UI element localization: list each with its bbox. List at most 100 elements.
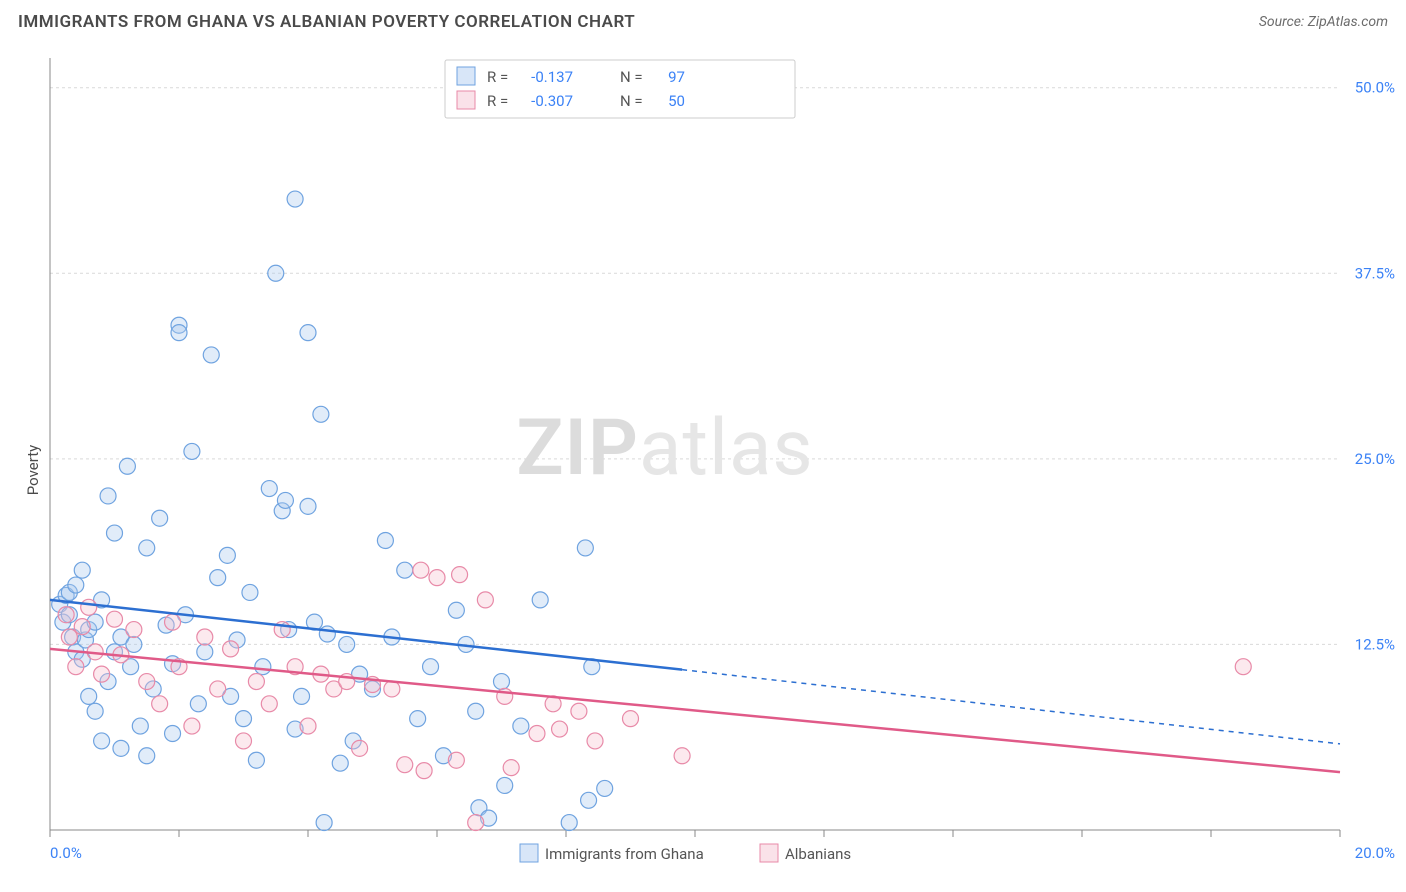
scatter-point bbox=[429, 570, 445, 586]
legend-n-value: 50 bbox=[668, 92, 685, 110]
watermark: ZIPatlas bbox=[516, 403, 813, 494]
scatter-point bbox=[152, 696, 168, 712]
scatter-point bbox=[413, 562, 429, 578]
scatter-point bbox=[513, 718, 529, 734]
legend-label-a: Immigrants from Ghana bbox=[545, 845, 704, 863]
scatter-point bbox=[581, 792, 597, 808]
scatter-point bbox=[68, 577, 84, 593]
scatter-point bbox=[339, 636, 355, 652]
legend-swatch bbox=[760, 844, 778, 862]
scatter-point bbox=[468, 703, 484, 719]
chart-container: Poverty 12.5%25.0%37.5%50.0%ZIPatlas0.0%… bbox=[0, 48, 1406, 892]
scatter-point bbox=[107, 525, 123, 541]
scatter-point bbox=[529, 726, 545, 742]
scatter-point bbox=[497, 777, 513, 793]
scatter-point bbox=[219, 547, 235, 563]
legend-swatch bbox=[457, 91, 475, 109]
scatter-point bbox=[397, 757, 413, 773]
scatter-point bbox=[287, 191, 303, 207]
scatter-point bbox=[597, 780, 613, 796]
scatter-point bbox=[423, 659, 439, 675]
scatter-point bbox=[94, 733, 110, 749]
scatter-point bbox=[332, 755, 348, 771]
scatter-point bbox=[210, 570, 226, 586]
legend-swatch bbox=[520, 844, 538, 862]
scatter-point bbox=[139, 674, 155, 690]
scatter-point bbox=[100, 488, 116, 504]
scatter-point bbox=[261, 696, 277, 712]
scatter-point bbox=[58, 607, 74, 623]
scatter-point bbox=[190, 696, 206, 712]
legend-swatch bbox=[457, 67, 475, 85]
y-tick-label: 50.0% bbox=[1355, 79, 1395, 97]
scatter-point bbox=[410, 711, 426, 727]
scatter-point bbox=[552, 721, 568, 737]
page-title: IMMIGRANTS FROM GHANA VS ALBANIAN POVERT… bbox=[18, 12, 635, 32]
legend-n-value: 97 bbox=[668, 68, 685, 86]
scatter-point bbox=[248, 674, 264, 690]
scatter-point bbox=[203, 347, 219, 363]
source-attribution: Source: ZipAtlas.com bbox=[1259, 14, 1388, 30]
scatter-point bbox=[416, 763, 432, 779]
scatter-chart: 12.5%25.0%37.5%50.0%ZIPatlas0.0%20.0%R =… bbox=[0, 48, 1406, 892]
scatter-point bbox=[74, 619, 90, 635]
scatter-point bbox=[171, 325, 187, 341]
y-tick-label: 25.0% bbox=[1355, 450, 1395, 468]
trend-line-a-ext bbox=[682, 670, 1340, 744]
x-tick-label: 0.0% bbox=[50, 844, 82, 862]
scatter-point bbox=[294, 688, 310, 704]
legend-r-label: R = bbox=[487, 68, 508, 86]
scatter-point bbox=[268, 265, 284, 281]
scatter-point bbox=[532, 592, 548, 608]
scatter-point bbox=[587, 733, 603, 749]
scatter-point bbox=[107, 611, 123, 627]
trend-line-a bbox=[50, 600, 682, 670]
scatter-point bbox=[313, 406, 329, 422]
scatter-point bbox=[74, 562, 90, 578]
scatter-point bbox=[384, 681, 400, 697]
scatter-point bbox=[197, 629, 213, 645]
scatter-point bbox=[139, 540, 155, 556]
scatter-point bbox=[236, 733, 252, 749]
scatter-point bbox=[300, 325, 316, 341]
scatter-point bbox=[277, 492, 293, 508]
scatter-point bbox=[255, 659, 271, 675]
scatter-point bbox=[223, 641, 239, 657]
scatter-point bbox=[503, 760, 519, 776]
scatter-point bbox=[248, 752, 264, 768]
scatter-point bbox=[165, 614, 181, 630]
scatter-point bbox=[81, 599, 97, 615]
scatter-point bbox=[87, 703, 103, 719]
scatter-point bbox=[300, 498, 316, 514]
scatter-point bbox=[561, 815, 577, 831]
scatter-point bbox=[242, 584, 258, 600]
scatter-point bbox=[468, 815, 484, 831]
scatter-point bbox=[319, 626, 335, 642]
y-axis-label: Poverty bbox=[24, 445, 42, 495]
scatter-point bbox=[577, 540, 593, 556]
scatter-point bbox=[81, 688, 97, 704]
scatter-point bbox=[1235, 659, 1251, 675]
scatter-point bbox=[477, 592, 493, 608]
scatter-point bbox=[352, 740, 368, 756]
legend-n-label: N = bbox=[620, 68, 643, 86]
scatter-point bbox=[452, 567, 468, 583]
legend-n-label: N = bbox=[620, 92, 643, 110]
legend-label-b: Albanians bbox=[785, 845, 851, 863]
scatter-point bbox=[197, 644, 213, 660]
scatter-point bbox=[132, 718, 148, 734]
legend-r-value: -0.137 bbox=[531, 68, 573, 86]
x-tick-label: 20.0% bbox=[1355, 844, 1395, 862]
scatter-point bbox=[210, 681, 226, 697]
scatter-point bbox=[126, 636, 142, 652]
scatter-point bbox=[494, 674, 510, 690]
scatter-point bbox=[184, 443, 200, 459]
scatter-point bbox=[300, 718, 316, 734]
scatter-point bbox=[94, 666, 110, 682]
scatter-point bbox=[571, 703, 587, 719]
scatter-point bbox=[377, 533, 393, 549]
scatter-point bbox=[623, 711, 639, 727]
scatter-point bbox=[139, 748, 155, 764]
legend-r-label: R = bbox=[487, 92, 508, 110]
scatter-point bbox=[316, 815, 332, 831]
